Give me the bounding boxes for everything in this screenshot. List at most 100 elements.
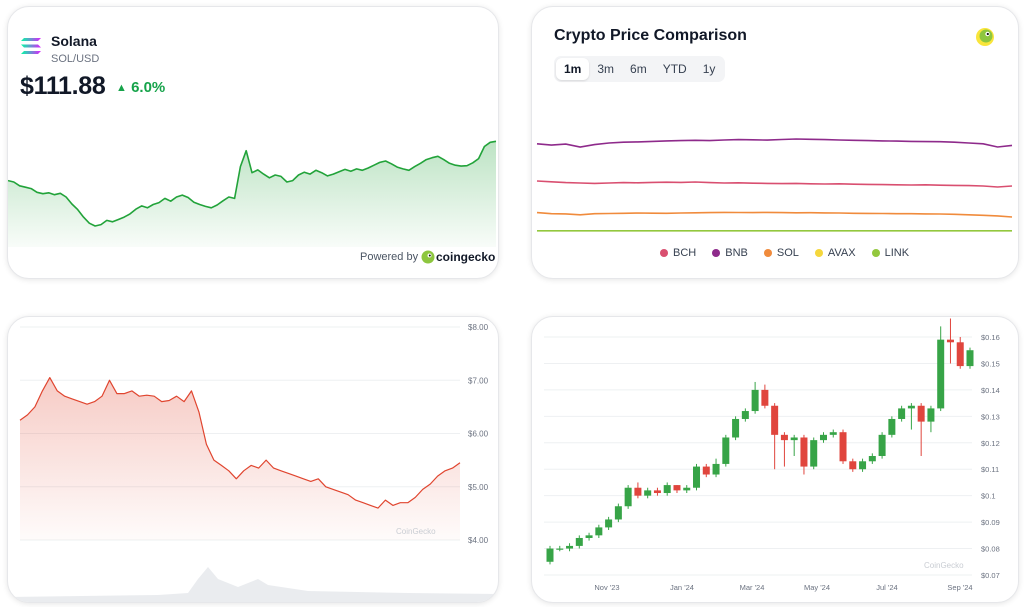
candlestick-chart: $0.16 $0.15 $0.14 $0.13 $0.12 $0.11 $0.1 $0.09 $… xyxy=(544,318,1000,592)
candle-body xyxy=(712,463,720,475)
candle-body xyxy=(614,506,622,520)
legend-item-sol[interactable]: SOL xyxy=(763,247,799,259)
candle-body xyxy=(829,432,837,435)
x-tick-label: Jan '24 xyxy=(670,583,694,592)
timeframe-tabs: 1m 3m 6m YTD 1y xyxy=(554,56,726,82)
y-tick-label: $0.1 xyxy=(981,492,996,501)
x-tick-label: Jul '24 xyxy=(876,583,897,592)
coingecko-logo-icon[interactable] xyxy=(975,27,995,47)
solana-price-area xyxy=(8,141,496,247)
legend-dot-icon xyxy=(763,249,772,257)
y-tick-label: $0.14 xyxy=(981,386,1000,395)
candle-body xyxy=(751,389,759,412)
y-tick-label: $6.00 xyxy=(468,430,489,439)
candle-body xyxy=(732,418,740,438)
candle-body xyxy=(888,418,896,435)
candle-body xyxy=(907,405,915,409)
candle-body xyxy=(683,487,691,491)
candle-body xyxy=(653,490,661,494)
candle-body xyxy=(693,466,701,488)
y-tick-label: $0.13 xyxy=(981,412,1000,421)
price-change: ▲ 6.0% xyxy=(116,79,165,96)
x-tick-label: Nov '23 xyxy=(594,583,619,592)
legend-dot-icon xyxy=(712,249,721,257)
coingecko-watermark: CoinGecko xyxy=(924,561,964,570)
candle-body xyxy=(663,485,671,494)
candle-body xyxy=(575,537,583,546)
legend-label: AVAX xyxy=(827,247,856,259)
candle-body xyxy=(790,437,798,441)
candle-body xyxy=(556,548,564,550)
crypto-comparison-widget: Crypto Price Comparison 1m 3m 6m YTD 1y … xyxy=(531,6,1019,279)
coingecko-brand[interactable]: coingecko xyxy=(436,250,496,264)
y-tick-label: $4.00 xyxy=(468,536,489,545)
candle-body xyxy=(673,485,681,491)
candle-body xyxy=(605,519,613,528)
red-price-chart: $8.00 $7.00 $6.00 $5.00 $4.00 xyxy=(8,323,498,602)
arrow-up-icon: ▲ xyxy=(116,82,127,94)
candles xyxy=(546,318,974,565)
series-line-bnb xyxy=(536,138,1013,148)
candle-body xyxy=(771,405,779,435)
candle-body xyxy=(722,437,730,464)
candle-body xyxy=(644,490,652,496)
coin-price: $111.88 xyxy=(20,72,106,100)
y-tick-label: $0.12 xyxy=(981,439,1000,448)
coin-pair: SOL/USD xyxy=(51,53,100,65)
y-tick-label: $0.15 xyxy=(981,359,1000,368)
y-tick-label: $7.00 xyxy=(468,376,489,385)
candle-body xyxy=(624,487,632,507)
x-tick-label: May '24 xyxy=(804,583,830,592)
y-tick-label: $5.00 xyxy=(468,483,489,492)
legend-item-bch[interactable]: BCH xyxy=(660,247,696,259)
y-gridlines: $0.16 $0.15 $0.14 $0.13 $0.12 $0.11 $0.1 $0.09 $… xyxy=(544,333,1000,580)
legend-dot-icon xyxy=(814,249,823,257)
solana-logo-icon xyxy=(21,38,41,54)
series-line-sol xyxy=(536,211,1013,218)
candle-body xyxy=(849,461,857,470)
legend-label: BNB xyxy=(725,247,748,259)
legend-item-bnb[interactable]: BNB xyxy=(712,247,748,259)
x-axis-ticks: Nov '23 Jan '24 Mar '24 May '24 Jul '24 Sep '… xyxy=(594,583,972,592)
candle-body xyxy=(761,389,769,406)
coingecko-watermark: CoinGecko xyxy=(396,527,436,536)
legend-item-avax[interactable]: AVAX xyxy=(814,247,856,259)
legend-label: SOL xyxy=(776,247,799,259)
candle-body xyxy=(878,434,886,456)
tab-1y[interactable]: 1y xyxy=(702,62,716,76)
price-change-value: 6.0% xyxy=(131,79,166,96)
candle-body xyxy=(868,456,876,462)
candle-body xyxy=(946,339,954,343)
red-price-line xyxy=(19,377,461,509)
candle-body xyxy=(917,405,925,422)
candlestick-widget: $0.16 $0.15 $0.14 $0.13 $0.12 $0.11 $0.1 $0.09 $… xyxy=(531,316,1019,603)
candle-body xyxy=(956,342,964,367)
tab-3m[interactable]: 3m xyxy=(597,62,615,76)
tab-1m[interactable]: 1m xyxy=(556,58,590,80)
volume-area xyxy=(8,567,498,602)
legend-dot-icon xyxy=(871,249,880,257)
candle-body xyxy=(927,408,935,422)
candle-body xyxy=(780,434,788,441)
solana-price-widget: Solana SOL/USD $111.88 ▲ 6.0% Powered by… xyxy=(7,6,499,279)
candle-body xyxy=(634,487,642,496)
candle-body xyxy=(800,437,808,467)
legend-dot-icon xyxy=(660,249,668,257)
tab-6m[interactable]: 6m xyxy=(630,62,647,76)
y-tick-label: $0.11 xyxy=(981,465,999,474)
candle-body xyxy=(702,466,710,475)
candle-body xyxy=(966,350,974,367)
red-price-area xyxy=(20,377,460,540)
tab-ytd[interactable]: YTD xyxy=(662,62,687,76)
legend-item-link[interactable]: LINK xyxy=(871,247,909,259)
coingecko-logo-icon[interactable] xyxy=(421,250,435,264)
comparison-chart xyxy=(536,138,1013,232)
candle-body xyxy=(898,408,906,419)
x-tick-label: Sep '24 xyxy=(947,583,972,592)
candle-body xyxy=(595,527,603,536)
x-tick-label: Mar '24 xyxy=(740,583,765,592)
comparison-title: Crypto Price Comparison xyxy=(554,27,747,44)
solana-price-chart xyxy=(8,140,497,247)
candle-body xyxy=(741,411,749,419)
candle-body xyxy=(566,545,574,549)
